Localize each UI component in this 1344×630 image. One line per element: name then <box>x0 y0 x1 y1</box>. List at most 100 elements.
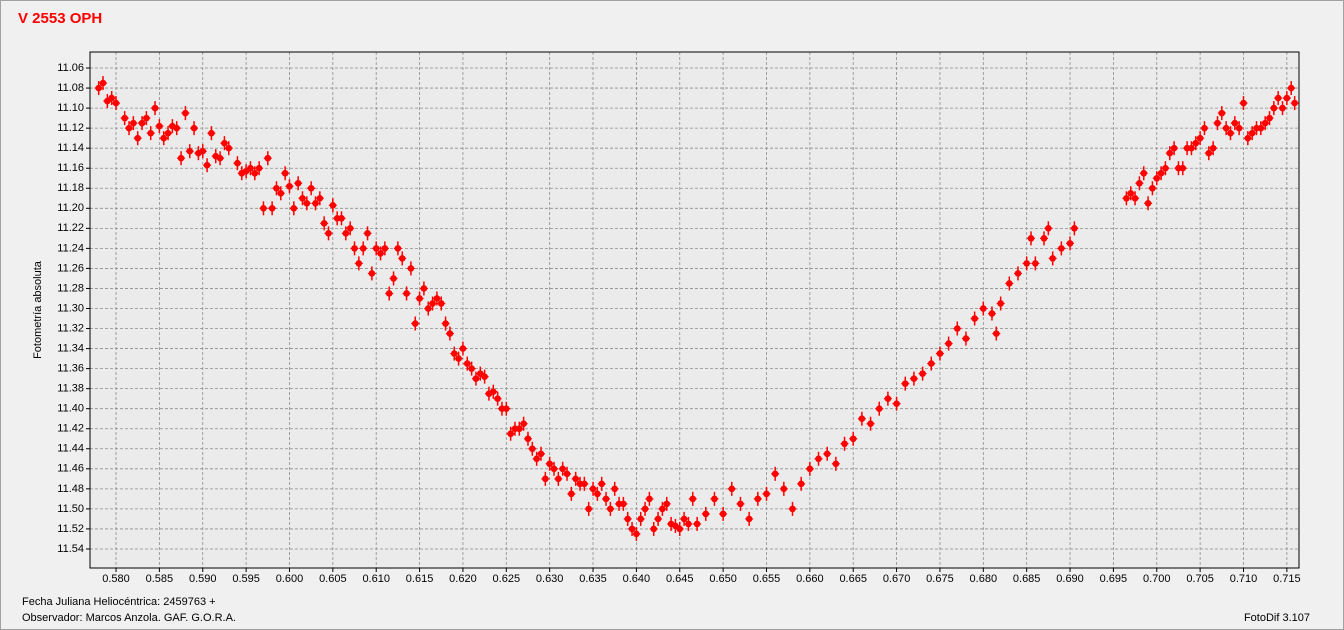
data-point <box>658 501 667 516</box>
point-dot <box>411 320 419 327</box>
data-point <box>1278 101 1287 116</box>
data-point <box>255 161 264 176</box>
x-tick-label: 0.620 <box>449 573 477 585</box>
point-dot <box>437 300 445 307</box>
point-dot <box>368 270 376 277</box>
data-point <box>203 158 212 173</box>
data-point <box>619 496 628 511</box>
point-dot <box>1287 84 1295 92</box>
point-dot <box>997 300 1004 307</box>
point-dot <box>919 370 926 377</box>
point-dot <box>1279 104 1286 112</box>
data-point <box>541 471 550 486</box>
point-dot <box>134 134 142 142</box>
data-point <box>320 216 329 231</box>
data-point <box>328 198 337 213</box>
point-dot <box>520 420 527 428</box>
point-dot <box>680 515 688 523</box>
y-tick-label: 11.14 <box>57 142 84 154</box>
data-point <box>372 241 381 256</box>
point-dot <box>702 510 710 518</box>
point-dot <box>559 465 566 473</box>
point-dot <box>216 154 224 162</box>
data-point <box>719 506 728 521</box>
point-dot <box>151 104 159 112</box>
data-point <box>736 496 745 511</box>
data-point <box>1126 186 1135 201</box>
point-dot <box>342 230 350 237</box>
point-dot <box>537 450 545 458</box>
data-point <box>1274 91 1283 106</box>
data-point <box>1157 166 1166 181</box>
point-dot <box>637 515 645 523</box>
point-dot <box>273 184 280 192</box>
data-point <box>1161 161 1170 176</box>
point-dot <box>381 245 389 252</box>
data-point <box>454 351 463 366</box>
data-point <box>1287 81 1296 96</box>
y-tick-label: 11.22 <box>57 222 84 234</box>
y-tick-label: 11.52 <box>57 523 84 535</box>
point-dot <box>351 245 358 252</box>
point-dot <box>728 485 736 493</box>
data-point <box>654 511 663 526</box>
data-point <box>944 336 953 351</box>
data-point <box>628 521 637 536</box>
data-point <box>970 311 979 326</box>
point-dot <box>563 470 571 478</box>
x-tick-label: 0.670 <box>883 573 911 585</box>
data-point <box>458 341 467 356</box>
point-dot <box>450 350 458 357</box>
data-point <box>107 91 116 106</box>
data-point <box>402 286 411 301</box>
data-point <box>138 116 147 131</box>
data-point <box>1209 141 1218 156</box>
data-point <box>307 181 316 196</box>
point-dot <box>1270 104 1278 112</box>
data-point <box>1048 251 1057 266</box>
point-dot <box>463 360 471 367</box>
data-point <box>424 301 433 316</box>
y-tick-label: 11.48 <box>57 483 84 495</box>
data-point <box>276 186 285 201</box>
data-point <box>1230 116 1239 131</box>
footer-text: Fecha Juliana Heliocéntrica: 2459763 + <box>22 596 216 608</box>
x-tick-label: 0.600 <box>276 573 304 585</box>
data-point <box>532 451 541 466</box>
point-dot <box>598 480 606 488</box>
point-dot <box>264 154 272 162</box>
point-dot <box>1266 114 1273 122</box>
x-tick-label: 0.580 <box>102 573 130 585</box>
data-point <box>563 466 572 481</box>
data-point <box>259 201 268 216</box>
point-dot <box>468 365 475 372</box>
x-tick-label: 0.675 <box>926 573 954 585</box>
data-point <box>467 361 476 376</box>
data-point <box>662 496 671 511</box>
plot-area <box>90 52 1299 568</box>
point-dot <box>433 295 441 302</box>
point-dot <box>628 525 636 533</box>
data-point <box>1170 141 1179 156</box>
point-dot <box>993 330 1000 337</box>
footer-text: Observador: Marcos Anzola. GAF. G.O.R.A. <box>22 612 236 624</box>
point-dot <box>745 515 753 523</box>
point-dot <box>1144 199 1152 207</box>
data-point <box>125 121 134 136</box>
point-dot <box>568 490 575 498</box>
point-dot <box>182 109 189 117</box>
point-dot <box>398 255 406 262</box>
data-point <box>927 356 936 371</box>
point-dot <box>303 199 311 207</box>
data-point <box>302 196 311 211</box>
data-point <box>831 456 840 471</box>
data-point <box>502 401 511 416</box>
data-point <box>281 166 290 181</box>
point-dot <box>108 94 115 102</box>
data-point <box>181 106 190 121</box>
point-dot <box>112 99 120 107</box>
data-point <box>1040 231 1049 246</box>
data-point <box>580 476 589 491</box>
point-dot <box>1157 169 1165 177</box>
data-point <box>979 301 988 316</box>
